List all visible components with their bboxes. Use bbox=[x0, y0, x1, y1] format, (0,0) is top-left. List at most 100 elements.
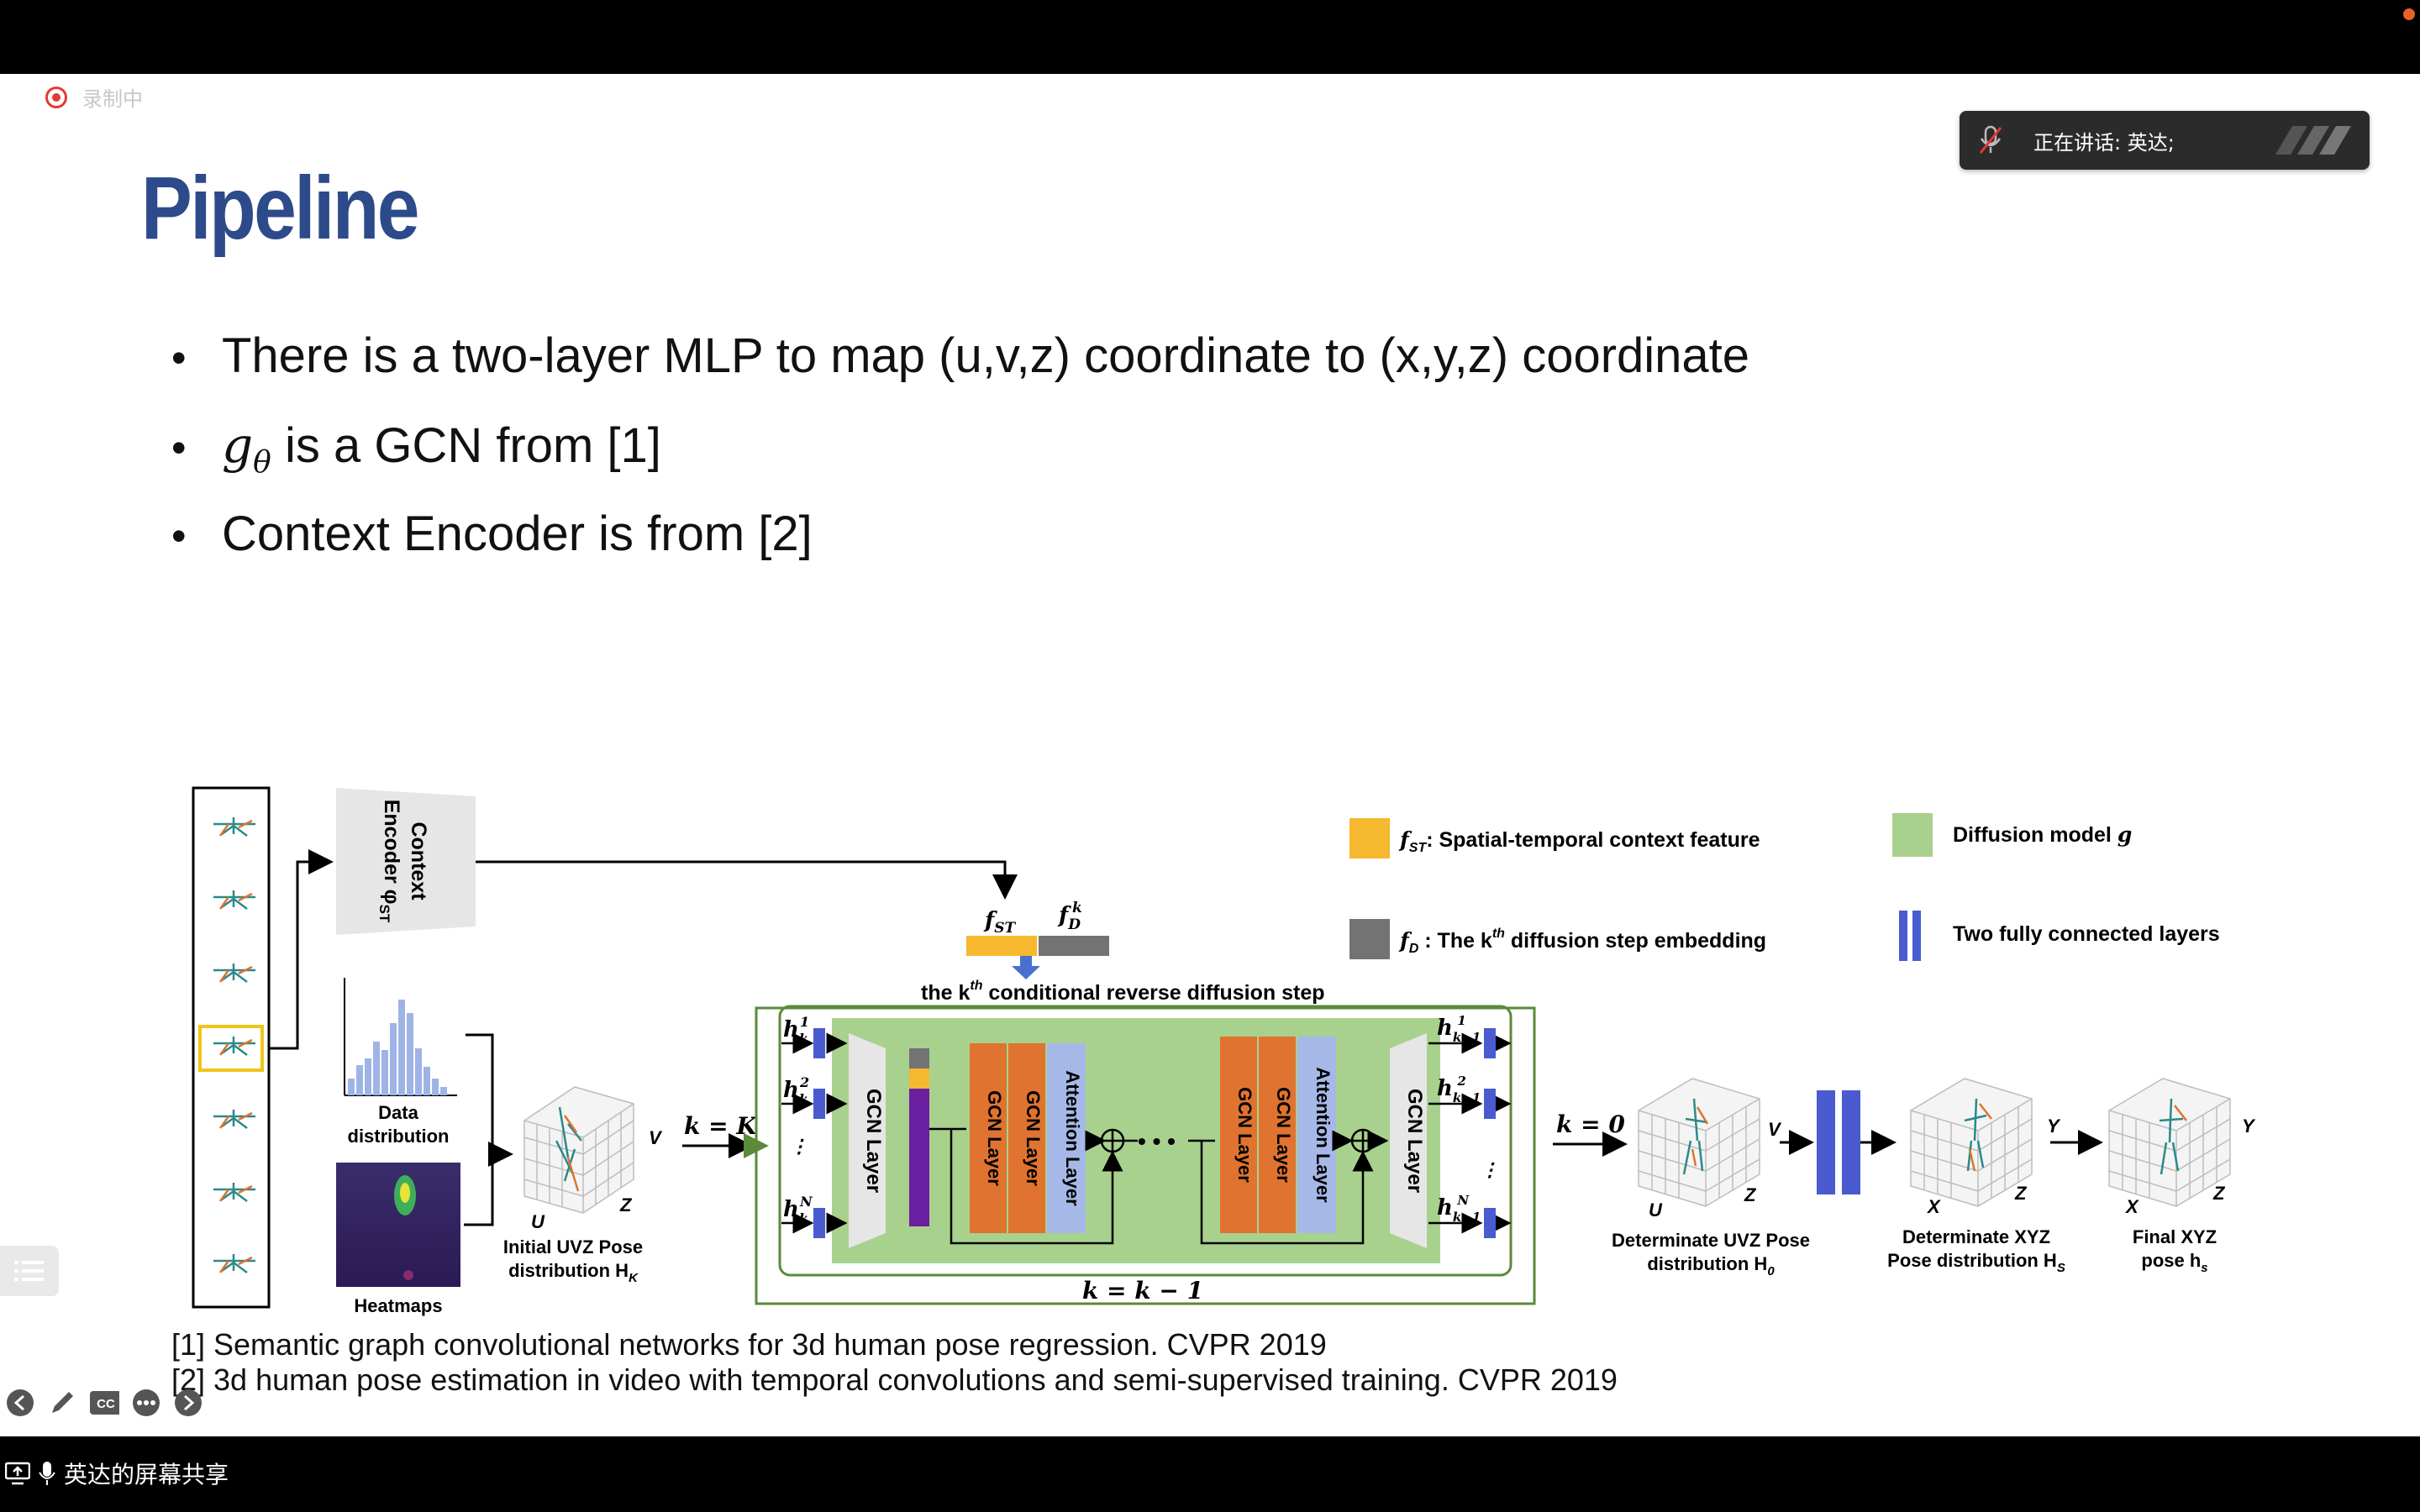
svg-text:CC: CC bbox=[97, 1397, 115, 1411]
gcn-layer-1b-label: GCN Layer bbox=[1023, 1090, 1044, 1186]
svg-text:⋮: ⋮ bbox=[1481, 1159, 1499, 1181]
k-loop-label: k = k − 1 bbox=[1082, 1277, 1203, 1305]
gcn-layer-in bbox=[849, 1033, 886, 1248]
attention-layer-2 bbox=[1297, 1037, 1336, 1233]
context-encoder-label: Context Encoder φST bbox=[376, 800, 430, 923]
legend-fd: fD : The kth diffusion step embedding bbox=[1398, 927, 1766, 956]
svg-text:Encoder φST: Encoder φST bbox=[376, 800, 403, 923]
more-icon bbox=[133, 1389, 160, 1416]
more-options-button[interactable] bbox=[131, 1388, 161, 1418]
reverse-step-frame bbox=[778, 1005, 1512, 1277]
notification-dot bbox=[2403, 8, 2415, 20]
determinate-uvz-label: Determinate UVZ Pose distribution H0 bbox=[1612, 1230, 1810, 1278]
active-speaker-text: 正在讲话: 英达; bbox=[2033, 130, 2175, 155]
initial-uvz-axes: V U Z bbox=[531, 1127, 663, 1232]
svg-text:Context: Context bbox=[407, 822, 430, 900]
bullet-1: • There is a two-layer MLP to map (u,v,z)… bbox=[171, 328, 1750, 383]
svg-text:U: U bbox=[1649, 1200, 1663, 1221]
legend-diffusion-swatch bbox=[1892, 813, 1933, 857]
svg-text:V: V bbox=[1768, 1119, 1782, 1140]
gcn-layer-2a bbox=[1220, 1037, 1257, 1233]
svg-text:hk−1N: hk−1N bbox=[1437, 1193, 1481, 1225]
svg-text:U: U bbox=[531, 1211, 545, 1232]
heatmaps-label: Heatmaps bbox=[354, 1295, 442, 1316]
context-encoder-block bbox=[336, 788, 476, 935]
slide-list-button[interactable] bbox=[0, 1246, 59, 1296]
arrow-right-icon bbox=[175, 1389, 202, 1416]
gcn-layer-in-label: GCN Layer bbox=[862, 1089, 885, 1193]
bullet-1-text: There is a two-layer MLP to map (u,v,z) … bbox=[222, 328, 1750, 383]
svg-text:fST: fST bbox=[983, 908, 1016, 937]
recording-indicator: 录制中 bbox=[45, 82, 143, 112]
pipeline-diagram: Context Encoder φST fST fDk the kth cond… bbox=[192, 786, 2256, 1316]
determinate-uvz-axes: V U Z bbox=[1649, 1119, 1782, 1221]
attention-layer-1 bbox=[1047, 1043, 1086, 1233]
svg-text:X: X bbox=[2124, 1196, 2139, 1217]
microphone-icon bbox=[39, 1462, 55, 1485]
svg-text:Z: Z bbox=[1744, 1184, 1757, 1205]
screen-share-indicator[interactable]: 英达的屏幕共享 bbox=[5, 1457, 229, 1490]
initial-pose-label: Initial UVZ Pose distribution HK bbox=[503, 1236, 643, 1285]
active-speaker-panel[interactable]: 正在讲话: 英达; bbox=[1960, 111, 2370, 170]
gcn-layer-1a bbox=[970, 1043, 1007, 1233]
previous-slide-button[interactable] bbox=[5, 1388, 35, 1418]
legend-diffusion: Diffusion model g bbox=[1953, 822, 2132, 847]
presentation-toolbar: CC bbox=[5, 1388, 203, 1418]
bottom-bar: 英达的屏幕共享 bbox=[0, 1436, 2420, 1512]
final-xyz-label: Final XYZ pose hs bbox=[2133, 1226, 2217, 1275]
svg-text:Y: Y bbox=[2047, 1116, 2061, 1137]
feature-labels: fST fDk bbox=[983, 900, 1082, 937]
bullet-2-math: gθ bbox=[222, 417, 271, 480]
captions-button[interactable]: CC bbox=[89, 1388, 119, 1418]
reference-1: [1] Semantic graph convolutional network… bbox=[171, 1327, 1327, 1362]
record-icon bbox=[45, 86, 67, 108]
legend-fc-bar-2 bbox=[1912, 911, 1921, 961]
next-slide-button[interactable] bbox=[173, 1388, 203, 1418]
pen-icon bbox=[52, 1392, 73, 1413]
input-fc-nodes bbox=[813, 1028, 825, 1238]
svg-text:hk1: hk1 bbox=[783, 1014, 809, 1047]
k-equals-0: k = 0 bbox=[1556, 1110, 1625, 1138]
attention-layer-2-label: Attention Layer bbox=[1313, 1067, 1334, 1203]
cc-icon: CC bbox=[90, 1391, 119, 1415]
bullet-3-text: Context Encoder is from [2] bbox=[222, 507, 813, 561]
annotate-button[interactable] bbox=[47, 1388, 77, 1418]
determinate-uvz-plot bbox=[1638, 1078, 1760, 1207]
attention-layer-1-label: Attention Layer bbox=[1062, 1070, 1083, 1206]
svg-text:hkN: hkN bbox=[783, 1194, 813, 1226]
recording-label: 录制中 bbox=[82, 87, 143, 111]
add-icon-2 bbox=[1350, 1128, 1376, 1153]
fd-bar bbox=[1039, 936, 1109, 956]
initial-uvz-plot bbox=[523, 1086, 634, 1214]
output-fc-nodes bbox=[1484, 1028, 1496, 1238]
determinate-xyz-label: Determinate XYZ Pose distribution HS bbox=[1887, 1226, 2065, 1275]
gcn-layer-out-label: GCN Layer bbox=[1403, 1089, 1426, 1193]
step-label: the kth conditional reverse diffusion st… bbox=[921, 979, 1325, 1005]
gcn-layer-out bbox=[1390, 1033, 1427, 1248]
pose-frames bbox=[213, 817, 255, 1273]
gcn-layer-2a-label: GCN Layer bbox=[1234, 1087, 1255, 1183]
determinate-xyz-plot bbox=[1910, 1078, 2033, 1207]
data-distribution-chart bbox=[344, 978, 457, 1096]
diffusion-loop-frame bbox=[755, 1006, 1536, 1305]
arrow-left-icon bbox=[7, 1389, 34, 1416]
add-icon-1 bbox=[1100, 1128, 1125, 1153]
embedding-gray bbox=[909, 1048, 929, 1068]
gcn-layer-1b bbox=[1008, 1043, 1045, 1233]
svg-text:hk2: hk2 bbox=[783, 1074, 809, 1107]
references: [1] Semantic graph convolutional network… bbox=[171, 1327, 1618, 1398]
app-logo-icon bbox=[2275, 126, 2351, 155]
list-icon bbox=[14, 1261, 44, 1281]
top-bar bbox=[0, 0, 2420, 74]
input-node-labels: hk1 hk2 hkN ⋮ bbox=[783, 1014, 813, 1226]
fc-layer-2 bbox=[1842, 1090, 1860, 1194]
svg-text:V: V bbox=[649, 1127, 663, 1148]
svg-text:⋮: ⋮ bbox=[790, 1136, 808, 1158]
embedding-yellow bbox=[909, 1068, 929, 1089]
svg-text:Z: Z bbox=[619, 1194, 633, 1215]
legend-fst: fST: Spatial-temporal context feature bbox=[1398, 827, 1760, 855]
determinate-xyz-axes: Y X Z bbox=[1926, 1116, 2061, 1217]
svg-text:X: X bbox=[1926, 1196, 1941, 1217]
svg-text:hk−12: hk−12 bbox=[1437, 1074, 1481, 1105]
legend-fc-bar-1 bbox=[1899, 911, 1907, 961]
